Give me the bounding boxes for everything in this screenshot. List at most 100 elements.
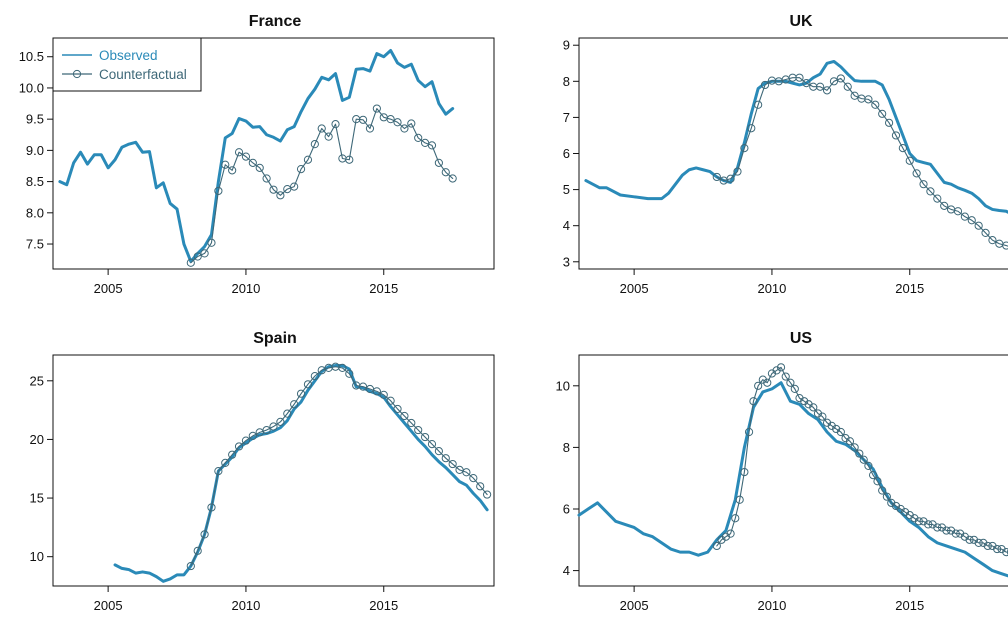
observed-line-france: [58, 48, 455, 264]
y-tick-label-spain: 10: [30, 549, 44, 564]
counterfactual-point-france: [434, 158, 443, 167]
counterfactual-point-france: [214, 186, 223, 196]
counterfactual-point-spain: [276, 417, 285, 426]
y-tick-label-us: 4: [563, 563, 570, 578]
counterfactual-point-us: [731, 514, 740, 523]
observed-line-uk: [584, 59, 1008, 214]
counterfactual-point-france: [448, 174, 457, 183]
panel-us: US 4 6 8 10 2005 2010 2015: [556, 330, 1008, 613]
counterfactual-point-us: [744, 427, 754, 437]
counterfactual-point-us: [951, 529, 960, 538]
counterfactual-point-france: [276, 191, 285, 200]
counterfactual-point-us: [818, 412, 827, 421]
y-tick-label-france: 9.5: [26, 112, 44, 127]
y-tick-label-france: 10.5: [19, 49, 44, 64]
counterfactual-point-spain: [310, 372, 319, 381]
counterfactual-point-uk: [816, 82, 825, 91]
y-tick-label-uk: 3: [563, 254, 570, 269]
counterfactual-point-us: [790, 384, 799, 393]
counterfactual-point-uk: [967, 216, 976, 225]
y-tick-label-uk: 8: [563, 74, 570, 89]
counterfactual-point-spain: [400, 411, 409, 421]
series-group-us: [577, 363, 1008, 578]
counterfactual-point-spain: [269, 422, 278, 431]
counterfactual-point-us: [735, 495, 744, 504]
counterfactual-point-us: [882, 492, 891, 501]
counterfactual-point-us: [924, 520, 933, 529]
counterfactual-point-us: [864, 461, 873, 470]
counterfactual-point-spain: [427, 440, 437, 449]
x-tick-label-spain: 2005: [94, 598, 123, 613]
y-tick-label-spain: 25: [30, 373, 44, 388]
y-axis-uk: 3 4 5 6 7 8 9: [563, 38, 579, 269]
x-tick-label-spain: 2010: [231, 598, 260, 613]
counterfactual-point-spain: [469, 474, 478, 483]
legend: Observed Counterfactual: [52, 37, 202, 92]
counterfactual-point-spain: [345, 369, 354, 378]
counterfactual-point-spain: [407, 418, 416, 428]
counterfactual-point-spain: [462, 468, 471, 477]
counterfactual-point-us: [859, 455, 868, 464]
series-group-france: [58, 48, 457, 267]
counterfactual-point-uk: [726, 174, 735, 183]
counterfactual-point-france: [372, 104, 381, 113]
counterfactual-point-spain: [441, 454, 450, 463]
counterfactual-point-spain: [338, 363, 347, 372]
x-tick-label-uk: 2015: [895, 281, 924, 296]
counterfactual-point-uk: [843, 82, 852, 91]
observed-line-spain: [113, 364, 489, 583]
y-tick-label-france: 8.5: [26, 174, 44, 189]
panel-title-us: US: [790, 330, 813, 347]
counterfactual-point-france: [303, 155, 313, 164]
counterfactual-point-spain: [262, 425, 271, 435]
counterfactual-point-uk: [871, 100, 880, 109]
counterfactual-point-france: [207, 238, 216, 247]
x-tick-label-us: 2005: [620, 598, 649, 613]
y-axis-france: 7.5 8.0 8.5 9.0 9.5 10.0 10.5: [19, 49, 53, 252]
counterfactual-point-uk: [940, 201, 949, 210]
counterfactual-point-uk: [1002, 241, 1008, 250]
panel-title-uk: UK: [789, 13, 813, 30]
counterfactual-point-uk: [912, 169, 921, 178]
x-tick-label-uk: 2010: [757, 281, 786, 296]
counterfactual-point-uk: [919, 180, 928, 189]
x-tick-label-france: 2010: [231, 281, 260, 296]
counterfactual-point-spain: [207, 503, 216, 512]
x-tick-label-us: 2010: [757, 598, 786, 613]
counterfactual-point-uk: [712, 172, 721, 182]
counterfactual-point-us: [763, 378, 772, 387]
counterfactual-point-us: [983, 541, 992, 551]
counterfactual-point-spain: [379, 390, 388, 399]
y-tick-label-uk: 6: [563, 146, 570, 161]
counterfactual-point-us: [1006, 549, 1008, 556]
panel-uk: UK 3 4 5 6 7 8 9 2005 2010 2015: [563, 13, 1008, 296]
counterfactual-point-us: [855, 449, 864, 458]
counterfactual-point-france: [317, 124, 326, 133]
counterfactual-point-spain: [214, 466, 223, 476]
counterfactual-point-spain: [420, 432, 430, 442]
counterfactual-point-france: [331, 120, 340, 129]
counterfactual-point-us: [754, 381, 763, 390]
counterfactual-point-us: [740, 467, 749, 477]
counterfactual-point-spain: [483, 490, 492, 499]
counterfactual-point-uk: [884, 118, 894, 127]
counterfactual-point-uk: [850, 91, 859, 100]
counterfactual-point-uk: [822, 86, 832, 95]
counterfactual-point-spain: [303, 380, 313, 389]
counterfactual-point-uk: [829, 77, 839, 86]
counterfactual-point-us: [781, 372, 790, 381]
counterfactual-point-spain: [290, 400, 299, 409]
counterfactual-point-us: [914, 517, 923, 526]
counterfactual-point-uk: [747, 124, 756, 133]
counterfactual-point-france: [241, 152, 251, 161]
counterfactual-point-france: [234, 148, 244, 157]
counterfactual-point-spain: [448, 459, 457, 469]
x-tick-label-france: 2015: [369, 281, 398, 296]
counterfactual-point-us: [933, 523, 942, 532]
counterfactual-point-spain: [476, 482, 485, 491]
counterfactual-point-spain: [283, 409, 292, 418]
counterfactual-point-spain: [241, 436, 251, 445]
x-tick-label-us: 2015: [895, 598, 924, 613]
counterfactual-point-spain: [200, 530, 209, 539]
